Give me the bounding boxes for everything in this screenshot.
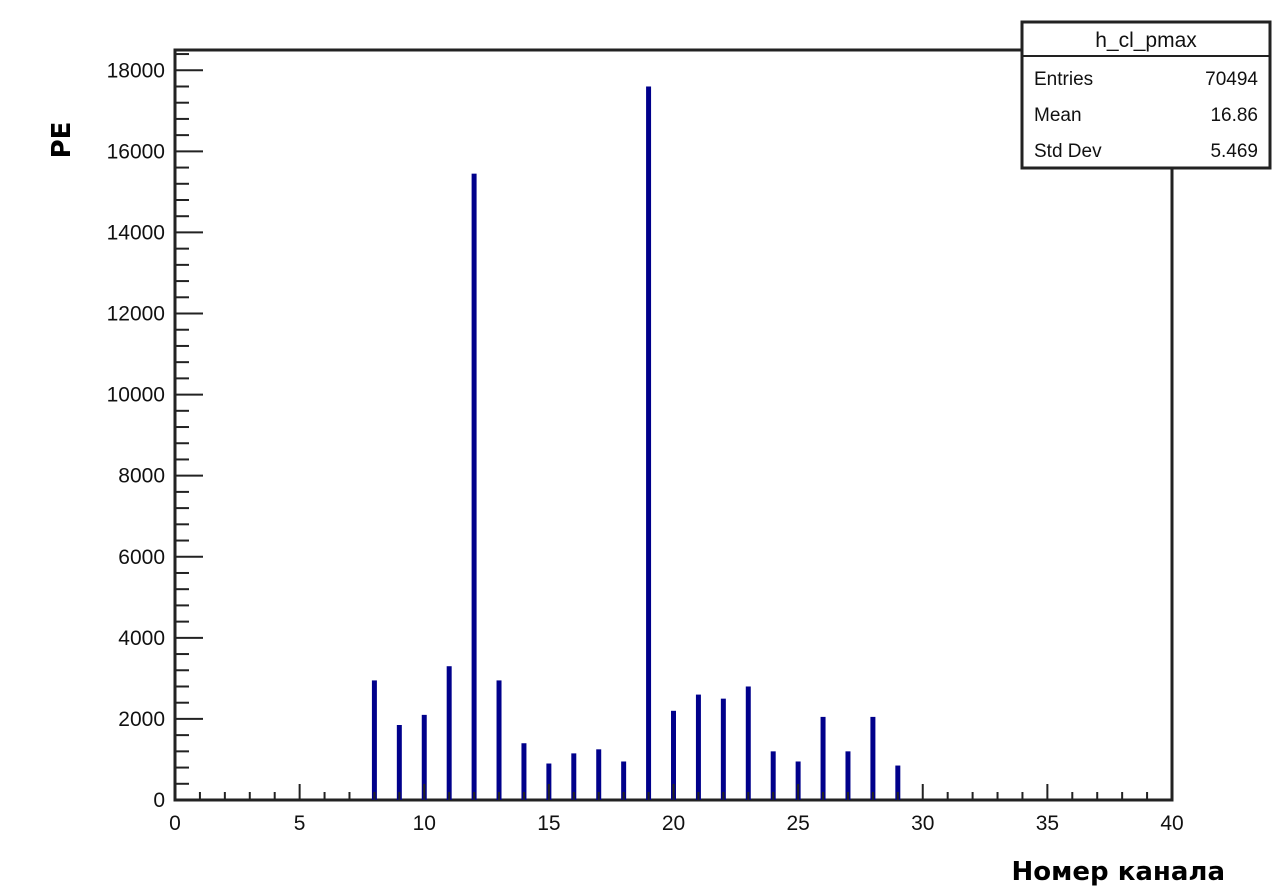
bar-22 bbox=[720, 698, 726, 800]
y-tick-label: 16000 bbox=[107, 140, 165, 163]
bar-19 bbox=[646, 86, 652, 800]
bar-14 bbox=[521, 743, 527, 800]
stats-stddev-value: 5.469 bbox=[1210, 141, 1258, 162]
bar-18 bbox=[621, 761, 627, 800]
y-tick-label: 0 bbox=[153, 789, 165, 812]
x-tick-label: 30 bbox=[911, 812, 934, 835]
stats-box: h_cl_pmax Entries 70494 Mean 16.86 Std D… bbox=[1020, 20, 1272, 170]
bar-17 bbox=[596, 749, 602, 800]
bar-8 bbox=[371, 680, 377, 800]
stats-entries-label: Entries bbox=[1034, 69, 1093, 90]
x-tick-label: 35 bbox=[1036, 812, 1059, 835]
x-tick-label: 20 bbox=[662, 812, 685, 835]
y-tick-label: 18000 bbox=[107, 59, 165, 82]
bar-24 bbox=[770, 751, 776, 800]
y-axis-title: PE bbox=[47, 122, 77, 159]
bar-16 bbox=[571, 753, 577, 800]
stats-mean-value: 16.86 bbox=[1210, 105, 1258, 126]
bar-20 bbox=[671, 710, 676, 800]
bar-10 bbox=[421, 714, 427, 800]
y-axis: 0 2000 4000 6000 8000 10000 12000 14000 16000 180… bbox=[107, 53, 203, 812]
x-tick-label: 25 bbox=[786, 812, 809, 835]
y-tick-label: 14000 bbox=[107, 221, 165, 244]
x-tick-label: 15 bbox=[537, 812, 560, 835]
stats-mean-label: Mean bbox=[1034, 105, 1082, 126]
bar-23 bbox=[745, 686, 751, 800]
stats-stddev-label: Std Dev bbox=[1034, 141, 1102, 162]
bar-12 bbox=[471, 173, 477, 800]
bar-11 bbox=[446, 666, 452, 800]
bar-15 bbox=[546, 763, 552, 800]
bars bbox=[371, 86, 901, 800]
y-tick-label: 2000 bbox=[118, 708, 165, 731]
stats-box-title: h_cl_pmax bbox=[1095, 29, 1197, 52]
x-axis-title: Номер канала bbox=[1012, 857, 1225, 887]
y-tick-label: 10000 bbox=[107, 384, 165, 407]
bar-29 bbox=[895, 765, 901, 800]
bar-9 bbox=[396, 725, 402, 800]
bar-28 bbox=[870, 716, 876, 800]
bar-27 bbox=[845, 751, 851, 800]
bar-26 bbox=[820, 716, 826, 800]
x-tick-label: 40 bbox=[1160, 812, 1183, 835]
x-tick-label: 5 bbox=[294, 812, 306, 835]
bar-13 bbox=[496, 680, 502, 800]
x-tick-label: 0 bbox=[169, 812, 181, 835]
x-axis: 0 5 10 15 20 25 30 35 40 bbox=[169, 784, 1184, 835]
y-tick-label: 12000 bbox=[107, 303, 165, 326]
bar-25 bbox=[795, 761, 801, 800]
bar-21 bbox=[695, 694, 701, 800]
x-tick-label: 10 bbox=[413, 812, 436, 835]
y-tick-label: 6000 bbox=[118, 546, 165, 569]
stats-box-frame bbox=[1020, 20, 1272, 170]
stats-entries-value: 70494 bbox=[1205, 69, 1258, 90]
y-tick-label: 8000 bbox=[118, 465, 165, 488]
y-tick-label: 4000 bbox=[118, 627, 165, 650]
